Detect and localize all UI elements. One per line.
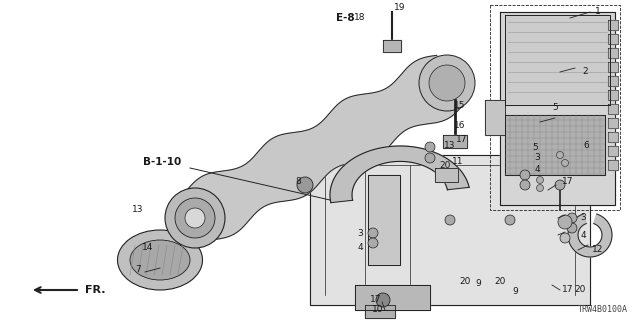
Polygon shape [310,155,590,305]
Circle shape [297,177,313,193]
Polygon shape [435,168,458,182]
Text: 7: 7 [135,266,141,275]
Ellipse shape [118,230,202,290]
Circle shape [419,55,475,111]
Text: 19: 19 [394,4,406,12]
Circle shape [368,238,378,248]
Circle shape [561,159,568,166]
Circle shape [567,223,577,233]
Polygon shape [608,160,618,170]
Circle shape [185,208,205,228]
Text: 20: 20 [460,277,470,286]
Polygon shape [368,175,400,265]
Text: 5: 5 [552,103,558,113]
Text: E-8: E-8 [336,13,355,23]
Polygon shape [443,135,467,148]
Polygon shape [568,214,612,257]
Text: FR.: FR. [85,285,106,295]
Text: 17: 17 [456,135,468,145]
Circle shape [445,215,455,225]
Text: 18: 18 [355,13,365,22]
Polygon shape [608,146,618,156]
Circle shape [520,170,530,180]
Circle shape [536,185,543,191]
Polygon shape [608,62,618,72]
Text: TRW4B0100A: TRW4B0100A [578,305,628,314]
Text: 20: 20 [439,161,451,170]
Circle shape [560,233,570,243]
Polygon shape [485,100,505,135]
Circle shape [505,215,515,225]
Polygon shape [608,20,618,30]
Text: 4: 4 [534,165,540,174]
Text: 17: 17 [371,295,381,305]
Circle shape [368,228,378,238]
Text: 3: 3 [534,153,540,162]
Text: 10: 10 [372,306,384,315]
Circle shape [165,188,225,248]
Text: 13: 13 [444,140,456,149]
Text: 13: 13 [132,205,144,214]
Circle shape [425,142,435,152]
Circle shape [555,180,565,190]
Text: 20: 20 [574,285,586,294]
Polygon shape [500,12,615,205]
Polygon shape [383,40,401,52]
Text: 1: 1 [595,7,601,17]
Text: 3: 3 [580,213,586,222]
Text: 15: 15 [454,100,466,109]
Circle shape [175,198,215,238]
Text: 17: 17 [563,285,573,294]
Text: 11: 11 [452,157,464,166]
Text: 12: 12 [592,245,604,254]
Text: 17: 17 [563,178,573,187]
Circle shape [376,293,390,307]
Text: 8: 8 [295,178,301,187]
Circle shape [558,215,572,229]
Text: 4: 4 [580,230,586,239]
Polygon shape [608,118,618,128]
Polygon shape [608,104,618,114]
Circle shape [520,180,530,190]
Text: 2: 2 [582,68,588,76]
Text: B-1-10: B-1-10 [143,157,181,167]
Polygon shape [505,15,610,105]
Circle shape [425,153,435,163]
Text: 6: 6 [583,140,589,149]
Polygon shape [330,146,469,203]
Text: 9: 9 [512,287,518,297]
Polygon shape [608,90,618,100]
Circle shape [567,213,577,223]
Text: 14: 14 [142,244,154,252]
Ellipse shape [130,240,190,280]
Polygon shape [608,76,618,86]
Text: 4: 4 [357,244,363,252]
Polygon shape [608,132,618,142]
Text: 5: 5 [532,143,538,153]
Polygon shape [608,34,618,44]
Polygon shape [505,115,605,175]
Text: 9: 9 [475,278,481,287]
Polygon shape [355,285,430,310]
Polygon shape [608,48,618,58]
Text: 20: 20 [494,277,506,286]
Circle shape [536,177,543,183]
Circle shape [557,151,563,158]
Text: 16: 16 [454,121,466,130]
Text: 3: 3 [357,228,363,237]
Circle shape [429,65,465,101]
Polygon shape [365,305,395,318]
Polygon shape [187,55,463,240]
